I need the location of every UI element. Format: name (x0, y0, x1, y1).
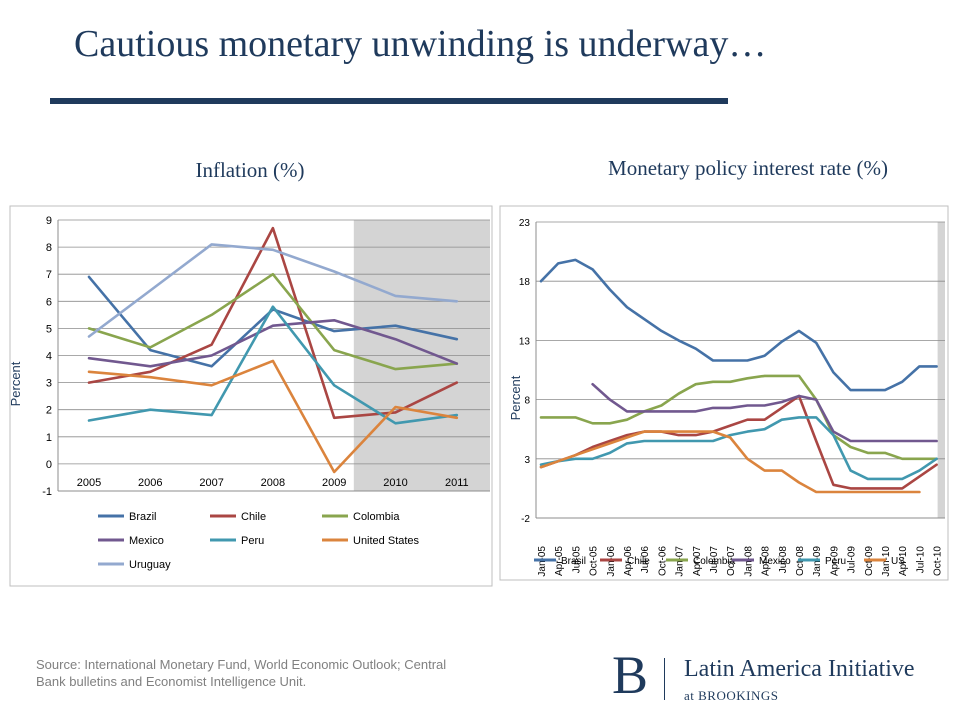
inflation-legend-label-mexico: Mexico (129, 535, 164, 547)
policy-x-tick-label: Jul-08 (778, 546, 789, 574)
policy-x-tick-label: Oct-10 (933, 546, 944, 576)
inflation-x-tick-label: 2009 (322, 477, 346, 489)
policy-series-mexico (591, 382, 938, 443)
inflation-y-axis-title: Percent (8, 361, 23, 406)
logo-sub-prefix: at (684, 688, 699, 703)
policy-x-tick-label: Oct-06 (657, 546, 668, 576)
inflation-y-tick-label: 0 (46, 459, 52, 471)
inflation-series-peru (87, 305, 459, 425)
inflation-y-tick-label: 9 (46, 215, 52, 227)
policy-legend-label-mexico: Mexico (759, 556, 791, 567)
policy-x-tick-label: Jul-10 (915, 546, 926, 574)
inflation-series-mexico (87, 319, 459, 368)
policy-x-tick-label: Jul-09 (847, 546, 858, 574)
policy-x-tick-label: Apr-07 (692, 546, 703, 576)
policy-x-tick-label: Apr-05 (554, 546, 565, 576)
policy-x-tick-label: Oct-05 (589, 546, 600, 576)
policy-x-tick-label: Apr-08 (761, 546, 772, 576)
policy-series-chile (539, 394, 938, 490)
policy-x-tick-label: Jul-05 (571, 546, 582, 574)
inflation-x-tick-label: 2007 (199, 477, 223, 489)
inflation-legend-label-brazil: Brazil (129, 511, 157, 523)
policy-x-tick-label: Jul-06 (640, 546, 651, 574)
inflation-series-united-states (87, 359, 459, 474)
inflation-y-tick-label: 3 (46, 378, 52, 390)
logo-name: Latin America Initiative (684, 656, 915, 682)
policy-rate-chart-title: Monetary policy interest rate (%) (608, 156, 888, 180)
policy-x-tick-label: Apr-06 (623, 546, 634, 576)
source-note: Source: International Monetary Fund, Wor… (36, 657, 447, 689)
inflation-x-tick-label: 2006 (138, 477, 162, 489)
inflation-legend-label-uruguay: Uruguay (129, 559, 171, 571)
policy-y-tick-label: 8 (524, 396, 530, 407)
inflation-y-tick-label: -1 (42, 486, 52, 498)
inflation-y-tick-label: 6 (46, 296, 52, 308)
policy-x-tick-label: Jul-07 (709, 546, 720, 574)
inflation-legend-label-united-states: United States (353, 535, 420, 547)
inflation-y-tick-label: 5 (46, 323, 52, 335)
policy-y-axis-title: Percent (508, 375, 523, 420)
policy-x-tick-label: Apr-10 (898, 546, 909, 576)
title-underline (50, 98, 728, 104)
policy-y-tick-label: 23 (519, 218, 531, 229)
logo-sub-org: BROOKINGS (698, 688, 779, 703)
slide-title: Cautious monetary unwinding is underway… (74, 23, 767, 65)
inflation-legend-label-chile: Chile (241, 511, 266, 523)
inflation-legend-label-colombia: Colombia (353, 511, 400, 523)
inflation-y-tick-label: 2 (46, 405, 52, 417)
policy-x-tick-label: Jan-10 (881, 546, 892, 577)
policy-shaded-region (937, 222, 945, 518)
policy-x-tick-label: Apr-09 (829, 546, 840, 576)
inflation-series-uruguay (87, 243, 459, 338)
inflation-y-tick-label: 4 (46, 351, 52, 363)
inflation-series-brazil (87, 275, 459, 368)
policy-y-tick-label: 18 (519, 277, 531, 288)
policy-legend-label-us: US (891, 556, 905, 567)
policy-x-tick-label: Oct-07 (726, 546, 737, 576)
policy-y-tick-label: 3 (524, 455, 530, 466)
inflation-legend-label-peru: Peru (241, 535, 264, 547)
inflation-y-tick-label: 7 (46, 269, 52, 281)
logo-subtitle: at BROOKINGS (684, 688, 778, 704)
policy-legend-label-colombia: Colombia (693, 556, 736, 567)
logo-divider (664, 658, 665, 700)
inflation-series-colombia (87, 272, 459, 371)
inflation-x-tick-label: 2005 (77, 477, 101, 489)
policy-y-tick-label: -2 (521, 514, 530, 525)
inflation-y-tick-label: 1 (46, 432, 52, 444)
inflation-y-tick-label: 8 (46, 242, 52, 254)
inflation-series-chile (87, 226, 459, 420)
policy-series-brasil (539, 258, 938, 392)
policy-series-peru (539, 416, 938, 481)
policy-series-us (539, 430, 921, 494)
inflation-x-tick-label: 2010 (383, 477, 407, 489)
policy-legend-label-peru: Peru (825, 556, 846, 567)
inflation-chart-title: Inflation (%) (195, 158, 305, 182)
inflation-x-tick-label: 2008 (261, 477, 285, 489)
policy-legend-label-chile: Chile (627, 556, 650, 567)
brookings-logo-mark: B (612, 645, 649, 705)
policy-series-colombia (539, 374, 938, 461)
inflation-x-tick-label: 2011 (445, 477, 469, 489)
policy-y-tick-label: 13 (519, 336, 531, 347)
policy-legend-label-brasil: Brasil (561, 556, 586, 567)
